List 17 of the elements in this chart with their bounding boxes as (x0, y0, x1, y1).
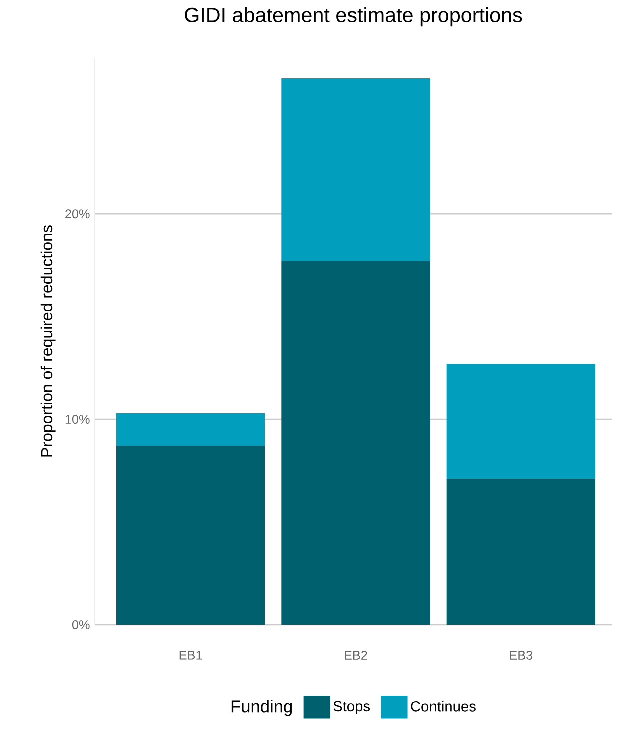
y-tick-label: 10% (66, 415, 90, 424)
bar (446, 479, 596, 625)
bar (116, 413, 266, 446)
bar (282, 261, 430, 625)
bar (446, 364, 596, 480)
bar (116, 446, 266, 625)
y-tick-label: 0% (72, 620, 90, 630)
legend-label: Stops (334, 701, 370, 715)
bar (282, 78, 430, 262)
legend-title: Funding (232, 700, 292, 716)
legend-label: Continues (411, 701, 476, 712)
y-axis-title: Proportion of required reductions (40, 226, 56, 457)
x-tick-label: EB3 (510, 651, 533, 660)
x-tick-label: EB1 (180, 651, 202, 660)
chart-title: GIDI abatement estimate proportions (185, 7, 522, 27)
y-tick-label: 20% (66, 210, 90, 219)
x-tick-label: EB2 (345, 651, 368, 660)
